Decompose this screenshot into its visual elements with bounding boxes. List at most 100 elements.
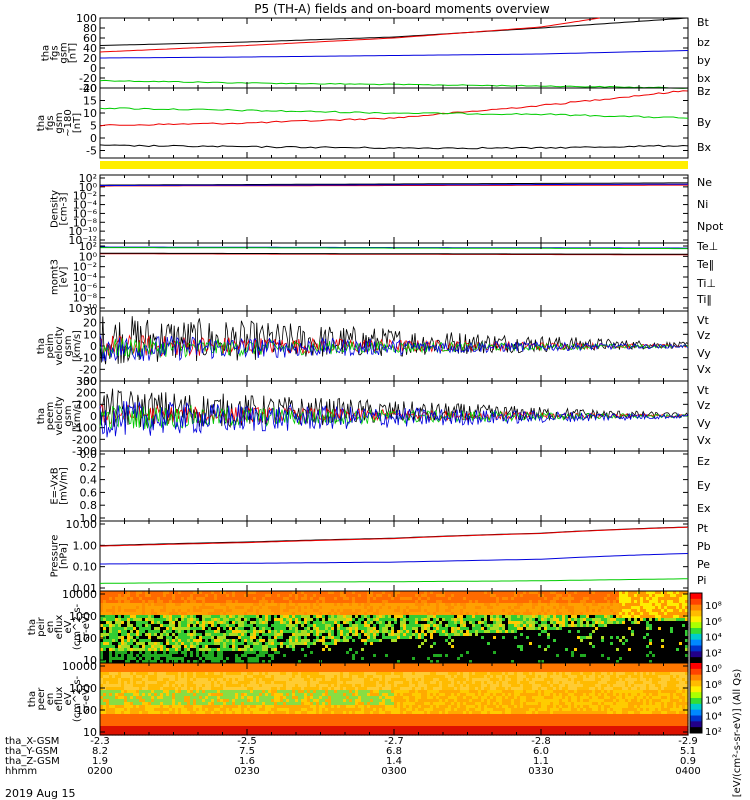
heatmap-cell — [361, 606, 365, 610]
heatmap-cell — [319, 603, 323, 607]
heatmap-cell — [277, 645, 281, 649]
heatmap-cell — [274, 639, 278, 643]
heatmap-cell — [469, 612, 473, 616]
heatmap-cell — [196, 642, 200, 646]
heatmap-cell — [430, 615, 434, 619]
heatmap-cell — [325, 612, 329, 616]
heatmap-cell — [316, 660, 320, 664]
heatmap-cell — [532, 600, 536, 604]
heatmap-cell — [562, 651, 566, 655]
heatmap-cell — [334, 627, 338, 631]
heatmap-cell — [574, 639, 578, 643]
heatmap-cell — [382, 648, 386, 652]
heatmap-cell — [538, 603, 542, 607]
heatmap-cell — [406, 648, 410, 652]
heatmap-cell — [265, 645, 269, 649]
heatmap-cell — [208, 648, 212, 652]
heatmap-cell — [217, 612, 221, 616]
heatmap-cell — [475, 627, 479, 631]
heatmap-cell — [241, 591, 245, 595]
heatmap-cell — [169, 639, 173, 643]
heatmap-cell — [445, 636, 449, 640]
heatmap-cell — [196, 594, 200, 598]
heatmap-cell — [460, 636, 464, 640]
heatmap-cell — [100, 642, 104, 646]
heatmap-cell — [493, 606, 497, 610]
heatmap-cell — [277, 600, 281, 604]
heatmap-cell — [103, 597, 107, 601]
heatmap-cell — [217, 633, 221, 637]
heatmap-cell — [514, 648, 518, 652]
heatmap-cell — [406, 645, 410, 649]
heatmap-cell — [232, 603, 236, 607]
heatmap-cell — [457, 612, 461, 616]
heatmap-cell — [568, 651, 572, 655]
heatmap-cell — [103, 651, 107, 655]
heatmap-cell — [577, 612, 581, 616]
heatmap-cell — [130, 651, 134, 655]
heatmap-cell — [193, 615, 197, 619]
heatmap-cell — [322, 642, 326, 646]
heatmap-cell — [316, 630, 320, 634]
heatmap-cell — [313, 651, 317, 655]
heatmap-cell — [379, 639, 383, 643]
heatmap-cell — [187, 636, 191, 640]
heatmap-cell — [166, 642, 170, 646]
heatmap-cell — [409, 660, 413, 664]
heatmap-cell — [196, 657, 200, 661]
heatmap-cell — [580, 633, 584, 637]
heatmap-cell — [463, 657, 467, 661]
heatmap-cell — [325, 600, 329, 604]
heatmap-cell — [436, 660, 440, 664]
heatmap-cell — [586, 627, 590, 631]
heatmap-cell — [592, 618, 596, 622]
heatmap-cell — [235, 642, 239, 646]
heatmap-cell — [124, 651, 128, 655]
heatmap-cell — [517, 627, 521, 631]
heatmap-cell — [157, 645, 161, 649]
heatmap-cell — [571, 591, 575, 595]
heatmap-cell — [193, 630, 197, 634]
heatmap-cell — [403, 615, 407, 619]
heatmap-cell — [187, 630, 191, 634]
heatmap-cell — [589, 654, 593, 658]
heatmap-cell — [160, 603, 164, 607]
heatmap-cell — [199, 618, 203, 622]
heatmap-cell — [616, 615, 620, 619]
heatmap-cell — [337, 660, 341, 664]
heatmap-cell — [181, 606, 185, 610]
heatmap-cell — [199, 642, 203, 646]
heatmap-cell — [454, 645, 458, 649]
heatmap-cell — [409, 621, 413, 625]
heatmap-cell — [457, 648, 461, 652]
heatmap-cell — [394, 636, 398, 640]
heatmap-cell — [241, 633, 245, 637]
heatmap-cell — [496, 660, 500, 664]
heatmap-cell — [604, 612, 608, 616]
heatmap-cell — [367, 621, 371, 625]
heatmap-cell — [532, 621, 536, 625]
heatmap-cell — [448, 609, 452, 613]
heatmap-cell — [475, 621, 479, 625]
heatmap-cell — [595, 642, 599, 646]
heatmap-cell — [448, 597, 452, 601]
heatmap-cell — [526, 636, 530, 640]
heatmap-cell — [400, 645, 404, 649]
heatmap-cell — [454, 630, 458, 634]
heatmap-cell — [247, 618, 251, 622]
heatmap-cell — [127, 612, 131, 616]
heatmap-cell — [148, 603, 152, 607]
heatmap-cell — [226, 615, 230, 619]
heatmap-cell — [583, 657, 587, 661]
heatmap-cell — [337, 594, 341, 598]
heatmap-cell — [310, 618, 314, 622]
heatmap-cell — [526, 651, 530, 655]
heatmap-cell — [325, 651, 329, 655]
heatmap-cell — [304, 591, 308, 595]
heatmap-cell — [331, 627, 335, 631]
heatmap-cell — [265, 603, 269, 607]
heatmap-cell — [316, 594, 320, 598]
heatmap-cell — [256, 591, 260, 595]
heatmap-cell — [388, 600, 392, 604]
heatmap-cell — [298, 627, 302, 631]
